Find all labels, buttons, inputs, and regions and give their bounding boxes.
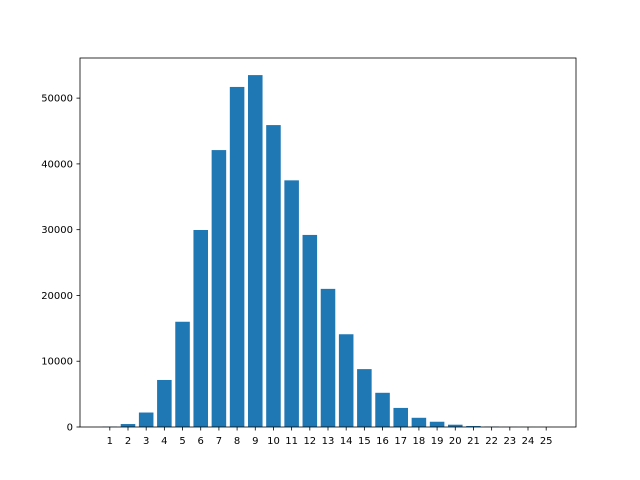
y-tick-label: 50000 [41,94,73,105]
x-tick-label: 24 [522,436,535,447]
bar [120,424,136,427]
x-tick-label: 19 [431,436,444,447]
bar [266,125,281,427]
x-tick-label: 3 [143,436,149,447]
bar [229,86,245,428]
bar [466,426,481,427]
x-tick-label: 15 [358,436,371,447]
x-tick-label: 21 [467,436,480,447]
x-tick-label: 11 [285,436,298,447]
bar [448,424,463,427]
x-tick-label: 7 [216,436,222,447]
bar [338,334,354,427]
bar [357,369,372,427]
x-tick-label: 23 [503,436,516,447]
x-tick-label: 9 [252,436,258,447]
bar [393,407,408,427]
x-tick-label: 4 [161,436,167,447]
x-tick-label: 22 [485,436,498,447]
bar [284,180,299,427]
bar [157,379,172,427]
x-tick-label: 14 [340,436,353,447]
bar [302,234,318,427]
y-tick-label: 20000 [41,291,73,302]
bar [211,150,227,427]
x-tick-label: 17 [394,436,407,447]
x-tick-label: 8 [234,436,240,447]
bar [411,417,427,427]
x-tick-label: 25 [540,436,553,447]
y-tick-label: 0 [67,423,73,434]
bar [248,75,263,428]
bar [193,230,208,427]
x-tick-label: 1 [107,436,113,447]
bar [375,392,390,427]
x-tick-label: 5 [179,436,185,447]
x-tick-label: 13 [322,436,335,447]
x-tick-label: 20 [449,436,462,447]
y-tick-label: 10000 [41,357,73,368]
y-tick-label: 40000 [41,159,73,170]
y-tick-label: 30000 [41,225,73,236]
plot-frame [79,57,577,428]
x-tick-label: 10 [267,436,280,447]
bar [320,288,336,427]
bar [429,421,445,427]
x-tick-label: 2 [125,436,131,447]
bar [138,412,154,427]
x-tick-label: 18 [413,436,426,447]
x-tick-label: 16 [376,436,389,447]
bar [175,321,190,427]
x-tick-label: 12 [303,436,316,447]
x-tick-label: 6 [198,436,204,447]
